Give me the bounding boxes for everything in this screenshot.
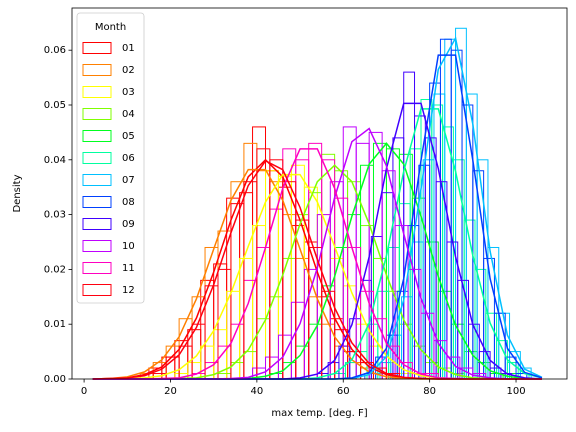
x-tick-label: 40 [251, 386, 264, 397]
legend-swatch [82, 196, 112, 208]
x-tick-label: 80 [423, 386, 436, 397]
legend: Month 01 02 03 04 05 06 07 08 09 10 11 12 [76, 12, 145, 304]
legend-swatch [82, 108, 112, 120]
y-axis-label: Density [12, 174, 23, 212]
legend-label: 07 [122, 175, 135, 186]
legend-label: 04 [122, 109, 135, 120]
y-tick-label: 0.04 [44, 155, 66, 166]
y-tick-label: 0.02 [44, 264, 66, 275]
y-tick-label: 0.06 [44, 45, 66, 56]
y-tick-label: 0.05 [44, 100, 66, 111]
legend-swatch [82, 42, 112, 54]
axes-frame [71, 7, 568, 380]
x-tick-label: 20 [164, 386, 177, 397]
legend-swatch [82, 262, 112, 274]
y-tick-label: 0.03 [44, 210, 66, 221]
legend-label: 08 [122, 197, 135, 208]
x-axis-label: max temp. [deg. F] [271, 408, 367, 419]
legend-swatch [82, 130, 112, 142]
legend-swatch [82, 152, 112, 164]
legend-swatch [82, 86, 112, 98]
legend-label: 06 [122, 153, 135, 164]
legend-label: 05 [122, 131, 135, 142]
legend-label: 12 [122, 285, 135, 296]
legend-label: 10 [122, 241, 135, 252]
legend-label: 03 [122, 87, 135, 98]
x-tick-label: 0 [81, 386, 87, 397]
legend-swatch [82, 64, 112, 76]
legend-label: 11 [122, 263, 135, 274]
legend-swatch [82, 284, 112, 296]
legend-label: 09 [122, 219, 135, 230]
legend-title: Month [95, 22, 126, 33]
legend-swatch [82, 218, 112, 230]
y-tick-label: 0.00 [44, 374, 66, 385]
legend-swatch [82, 174, 112, 186]
legend-label: 02 [122, 65, 135, 76]
x-tick-label: 60 [337, 386, 350, 397]
x-tick-label: 100 [506, 386, 525, 397]
legend-swatch [82, 240, 112, 252]
y-tick-label: 0.01 [44, 319, 66, 330]
legend-label: 01 [122, 43, 135, 54]
